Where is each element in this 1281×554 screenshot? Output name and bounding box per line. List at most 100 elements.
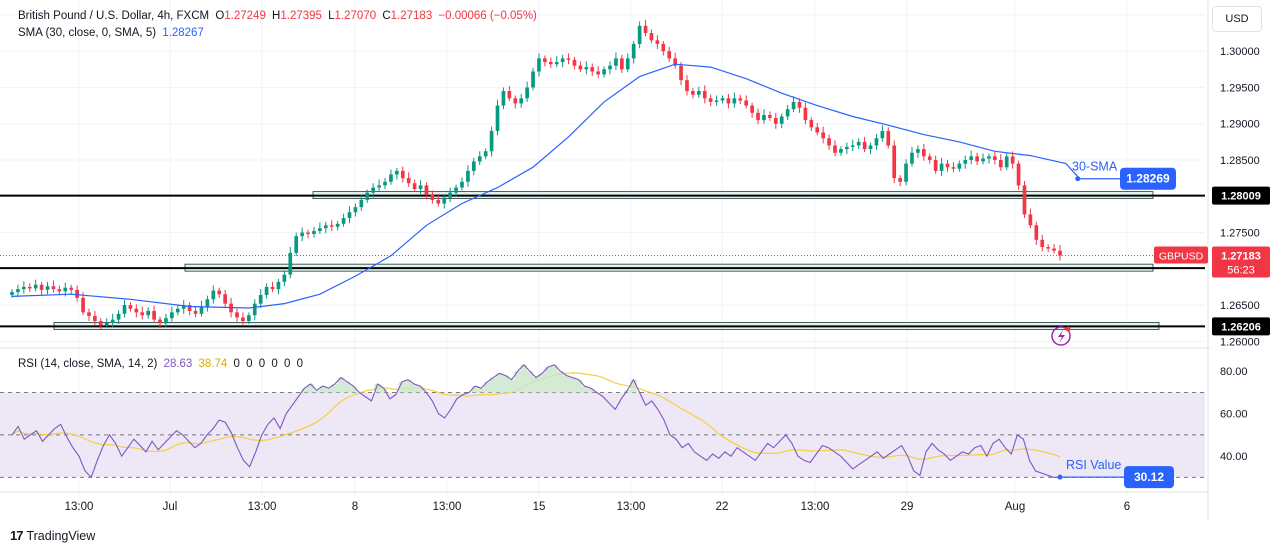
candle-body (732, 98, 737, 104)
candle-body (762, 115, 766, 121)
candle-body (643, 25, 648, 34)
candle-body (916, 149, 920, 153)
candle-body (939, 163, 944, 171)
price-tick-label: 1.28500 (1220, 155, 1260, 167)
candle-body (39, 284, 44, 290)
candle-body (963, 159, 968, 164)
candle-body (110, 319, 115, 323)
candle-body (128, 305, 133, 309)
price-tick-label: 1.30000 (1220, 46, 1260, 58)
candle-body (483, 151, 488, 157)
candle-body (519, 98, 524, 104)
rsi-legend[interactable]: RSI (14, close, SMA, 14, 2) 28.63 38.74 … (18, 358, 306, 370)
rsi-tick-label: 40.00 (1220, 451, 1248, 463)
candle-body (768, 115, 772, 118)
candle-body (501, 91, 506, 106)
candle-body (590, 67, 595, 72)
time-tick-label: 13:00 (248, 501, 277, 513)
candle-body (602, 69, 606, 75)
candle-body (791, 101, 796, 110)
sma-legend[interactable]: SMA (30, close, 0, SMA, 5) 1.28267 (18, 27, 207, 39)
candle-body (1010, 156, 1015, 164)
candle-body (10, 292, 14, 295)
candle-body (827, 138, 831, 146)
candle-body (294, 236, 299, 253)
candle-body (1022, 185, 1027, 215)
candle-body (471, 161, 476, 171)
last-price-label: 1.27183 (1221, 251, 1261, 263)
candle-body (655, 40, 660, 44)
candle-body (252, 303, 257, 316)
candle-body (993, 156, 997, 160)
candle-body (892, 145, 897, 179)
candle-body (175, 308, 180, 313)
candles (0, 19, 1205, 330)
rsi-legend-zero: 0 (271, 358, 278, 370)
candle-body (951, 167, 956, 169)
candle-body (104, 322, 109, 326)
candle-body (566, 58, 571, 60)
symbol-title[interactable]: British Pound / U.S. Dollar, 4h, FXCM (18, 10, 210, 22)
candle-body (1028, 214, 1033, 226)
candle-body (75, 289, 79, 298)
sr-price-label-bg (1212, 186, 1270, 205)
candle-body (371, 187, 376, 193)
candle-body (531, 71, 535, 88)
candle-body (436, 199, 441, 204)
candle-body (424, 185, 429, 195)
candle-body (170, 312, 174, 319)
candle-body (341, 218, 346, 224)
candle-body (578, 65, 583, 70)
ohlc-open: O1.27249 (215, 10, 266, 22)
price-legend: British Pound / U.S. Dollar, 4h, FXCM O1… (18, 10, 540, 22)
candle-body (1016, 163, 1021, 186)
candle-body (247, 315, 251, 322)
candle-body (51, 286, 56, 290)
rsi-overbought-fill (301, 364, 637, 393)
candle-body (312, 231, 316, 234)
candle-body (750, 105, 754, 113)
candle-body (696, 91, 701, 95)
bar-countdown: 56:23 (1227, 265, 1255, 277)
currency-button[interactable]: USD (1212, 6, 1262, 32)
candle-body (945, 163, 950, 168)
candle-body (673, 58, 677, 66)
footer-brand[interactable]: 17 TradingView (10, 528, 95, 543)
candle-body (448, 192, 452, 198)
time-tick-label: 13:00 (801, 501, 830, 513)
candle-body (548, 62, 553, 65)
tradingview-logo-icon: 17 (10, 528, 24, 543)
lightning-icon-badge (1065, 326, 1071, 332)
candle-body (803, 107, 808, 121)
sma-legend-value: 1.28267 (162, 27, 204, 39)
sma-annotation-value: 1.28269 (1126, 172, 1170, 186)
price-tick-label: 1.29000 (1220, 119, 1260, 131)
time-tick-label: 6 (1124, 501, 1130, 513)
rsi-legend-zero: 0 (246, 358, 253, 370)
candle-body (614, 58, 618, 66)
candle-body (158, 319, 162, 324)
candle-body (821, 132, 825, 139)
candle-body (223, 294, 227, 304)
candle-body (584, 67, 589, 70)
candle-body (27, 286, 32, 289)
candle-body (809, 120, 814, 128)
time-tick-label: Aug (1005, 501, 1025, 513)
candle-body (335, 223, 340, 227)
candle-body (193, 310, 198, 314)
candle-body (217, 290, 222, 295)
lightning-icon-bolt (1058, 330, 1065, 343)
symbol-price-tag: GBPUSD (1159, 251, 1204, 263)
candle-body (258, 294, 263, 304)
rsi-legend-zero: 0 (283, 358, 291, 370)
candle-body (495, 105, 500, 131)
rsi-tick-label: 80.00 (1220, 366, 1248, 378)
support-resistance-lines (0, 191, 1205, 330)
candle-body (1052, 248, 1056, 251)
candle-body (744, 100, 749, 106)
candle-body (886, 130, 891, 146)
candle-body (691, 91, 695, 95)
candle-body (460, 181, 464, 188)
candle-body (856, 141, 861, 146)
